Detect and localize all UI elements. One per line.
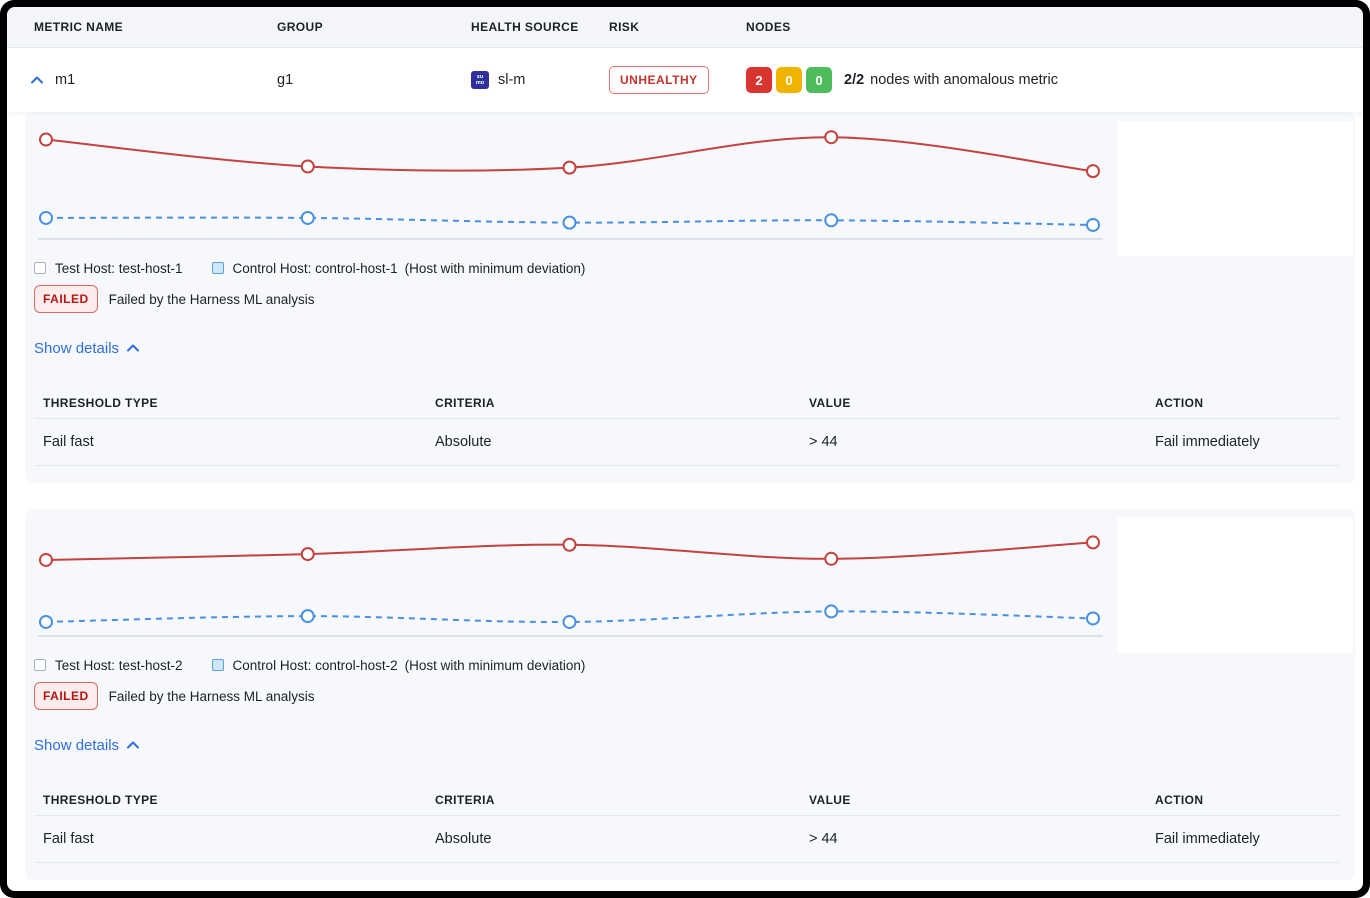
chart-side-panel-1 <box>1117 121 1353 256</box>
healthy-nodes-badge: 0 <box>806 67 832 93</box>
td-action: Fail immediately <box>1155 831 1260 847</box>
sumologic-icon: su mo <box>471 71 489 89</box>
test-host-label: Test Host: test-host-1 <box>55 260 183 276</box>
show-details-label: Show details <box>34 339 120 357</box>
failed-badge: FAILED <box>34 285 98 313</box>
threshold-table-row: Fail fast Absolute > 44 Fail immediately <box>34 816 1340 863</box>
show-details-toggle-2[interactable]: Show details <box>25 735 140 755</box>
collapse-metric-button[interactable] <box>30 75 44 85</box>
control-host-checkbox[interactable] <box>211 659 224 671</box>
nodes-ratio: 2/2 <box>844 72 865 88</box>
failed-badge: FAILED <box>34 682 98 710</box>
threshold-table-1: THRESHOLD TYPE CRITERIA VALUE ACTION Fai… <box>34 388 1340 466</box>
minimum-deviation-note: (Host with minimum deviation) <box>404 260 586 276</box>
show-details-label: Show details <box>34 736 120 754</box>
timeseries-chart-2 <box>25 509 1355 653</box>
anomalous-nodes-badge: 2 <box>746 67 772 93</box>
minimum-deviation-note: (Host with minimum deviation) <box>404 657 586 673</box>
verification-metrics-panel: METRIC NAME GROUP HEALTH SOURCE RISK NOD… <box>7 7 1363 891</box>
metric-analysis-card-1: Test Host: test-host-1 Control Host: con… <box>25 112 1355 483</box>
timeseries-chart-1 <box>25 112 1355 256</box>
th-threshold-type: THRESHOLD TYPE <box>43 396 158 410</box>
chevron-up-icon <box>127 344 140 352</box>
analysis-status-row-2: FAILED Failed by the Harness ML analysis <box>25 682 1355 710</box>
metric-name: m1 <box>55 72 76 88</box>
sumologic-icon-text-1: su <box>476 74 484 80</box>
td-threshold-type: Fail fast <box>43 831 94 847</box>
table-header-row: METRIC NAME GROUP HEALTH SOURCE RISK NOD… <box>7 7 1363 48</box>
sumologic-icon-text-2: mo <box>475 80 485 86</box>
node-count-badges: 2 0 0 <box>746 67 832 93</box>
threshold-table-header: THRESHOLD TYPE CRITERIA VALUE ACTION <box>34 388 1340 419</box>
metric-analysis-card-2: Test Host: test-host-2 Control Host: con… <box>25 509 1355 880</box>
th-action: ACTION <box>1155 793 1204 807</box>
td-action: Fail immediately <box>1155 434 1260 450</box>
metric-group: g1 <box>277 72 294 88</box>
threshold-table-2: THRESHOLD TYPE CRITERIA VALUE ACTION Fai… <box>34 785 1340 863</box>
control-host-checkbox[interactable] <box>211 262 224 274</box>
nodes-caption: nodes with anomalous metric <box>870 72 1058 88</box>
th-criteria: CRITERIA <box>435 396 495 410</box>
th-action: ACTION <box>1155 396 1204 410</box>
chart-side-panel-2 <box>1117 518 1353 653</box>
chart-legend-1: Test Host: test-host-1 Control Host: con… <box>25 256 1355 280</box>
test-host-label: Test Host: test-host-2 <box>55 657 183 673</box>
td-value: > 44 <box>809 831 838 847</box>
warning-nodes-badge: 0 <box>776 67 802 93</box>
td-criteria: Absolute <box>435 434 492 450</box>
td-value: > 44 <box>809 434 838 450</box>
metric-row: m1 g1 su mo sl-m UNHEALTHY 2 0 0 2/2 <box>7 48 1363 112</box>
line-chart-1 <box>25 112 1120 261</box>
col-header-group: GROUP <box>277 20 324 34</box>
th-threshold-type: THRESHOLD TYPE <box>43 793 158 807</box>
chevron-up-icon <box>31 76 43 84</box>
analysis-status-row-1: FAILED Failed by the Harness ML analysis <box>25 285 1355 313</box>
chart-legend-2: Test Host: test-host-2 Control Host: con… <box>25 653 1355 677</box>
health-source-label: sl-m <box>498 72 526 88</box>
threshold-table-row: Fail fast Absolute > 44 Fail immediately <box>34 419 1340 466</box>
control-host-label: Control Host: control-host-1 <box>232 260 398 276</box>
td-threshold-type: Fail fast <box>43 434 94 450</box>
show-details-toggle-1[interactable]: Show details <box>25 338 140 358</box>
td-criteria: Absolute <box>435 831 492 847</box>
col-header-risk: RISK <box>609 20 640 34</box>
failed-message: Failed by the Harness ML analysis <box>108 688 315 704</box>
failed-message: Failed by the Harness ML analysis <box>108 291 315 307</box>
test-host-checkbox[interactable] <box>34 659 46 671</box>
col-header-health-source: HEALTH SOURCE <box>471 20 579 34</box>
col-header-nodes: NODES <box>746 20 791 34</box>
chevron-up-icon <box>127 741 140 749</box>
risk-badge-unhealthy: UNHEALTHY <box>609 66 709 94</box>
th-criteria: CRITERIA <box>435 793 495 807</box>
test-host-checkbox[interactable] <box>34 262 46 274</box>
th-value: VALUE <box>809 396 851 410</box>
control-host-label: Control Host: control-host-2 <box>232 657 398 673</box>
line-chart-2 <box>25 509 1120 658</box>
threshold-table-header: THRESHOLD TYPE CRITERIA VALUE ACTION <box>34 785 1340 816</box>
th-value: VALUE <box>809 793 851 807</box>
col-header-metric-name: METRIC NAME <box>34 20 124 34</box>
